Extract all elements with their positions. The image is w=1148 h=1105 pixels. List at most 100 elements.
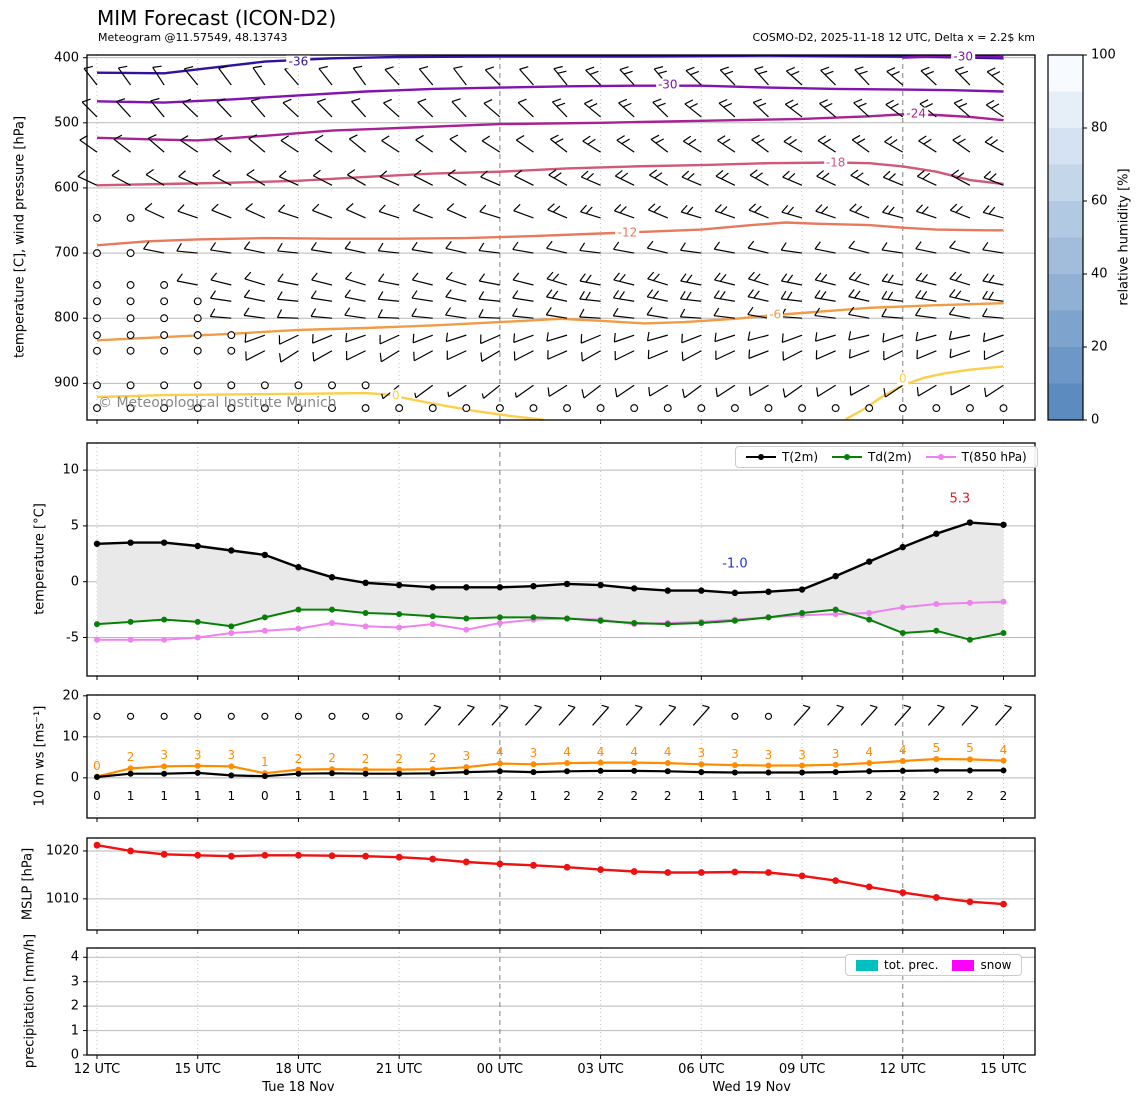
calm-wind-circle <box>294 404 303 413</box>
calm-wind-circle <box>328 404 336 413</box>
calm-wind-circle <box>160 314 169 323</box>
mslp-series-mslp <box>93 841 1007 908</box>
calm-wind-circle <box>126 249 135 258</box>
calm-wind-circle <box>93 331 101 340</box>
calm-wind-circle <box>193 297 202 306</box>
wind-barb-row-850hPa <box>93 346 1004 363</box>
calm-wind-circle <box>328 381 336 390</box>
calm-wind-circle <box>193 404 202 413</box>
calm-wind-circle <box>831 404 840 413</box>
temperature-series-td-2m- <box>94 606 1007 643</box>
calm-wind-circle <box>227 381 236 390</box>
temperature-series-t-2m- <box>93 519 1007 597</box>
calm-wind-circle <box>93 213 101 222</box>
calm-direction-circle <box>227 712 235 720</box>
calm-wind-circle <box>126 213 135 222</box>
calm-wind-circle <box>395 404 404 413</box>
calm-wind-circle <box>563 404 571 413</box>
contour-line--12 <box>96 221 1004 247</box>
calm-wind-circle <box>730 404 739 413</box>
calm-wind-circle <box>160 404 169 413</box>
calm-wind-circle <box>160 381 169 390</box>
calm-wind-circle <box>227 404 236 413</box>
pressure_rh-panel-frame <box>86 54 1036 421</box>
contour-line--30 <box>902 55 1004 59</box>
calm-wind-circle <box>160 331 169 340</box>
calm-wind-circle <box>428 404 437 413</box>
calm-direction-circle <box>362 712 370 720</box>
calm-wind-circle <box>227 346 236 355</box>
calm-direction-circle <box>261 712 269 720</box>
calm-wind-circle <box>294 381 303 390</box>
contour-line--6 <box>96 302 1004 342</box>
calm-wind-circle <box>193 346 202 355</box>
wind-series-gust <box>94 755 1007 780</box>
wind-barb-row-491hPa <box>81 97 1004 118</box>
calm-wind-circle <box>361 404 370 413</box>
calm-wind-circle <box>260 381 269 390</box>
wind-barb-row-749hPa <box>93 271 1004 289</box>
calm-wind-circle <box>126 346 135 355</box>
mslp-panel-frame <box>86 837 1036 931</box>
calm-wind-circle <box>865 404 874 413</box>
wind-barb-row-826hPa <box>93 330 1004 345</box>
wind-direction-symbol-row <box>93 704 1012 726</box>
calm-direction-circle <box>160 712 168 720</box>
calm-direction-circle <box>194 712 202 720</box>
calm-wind-circle <box>663 404 672 413</box>
calm-wind-circle <box>764 404 773 413</box>
relative-humidity-colorbar <box>1047 54 1087 421</box>
wind-barb-row-646hPa <box>93 202 1004 222</box>
calm-wind-circle <box>495 404 504 413</box>
calm-wind-circle <box>160 281 169 289</box>
wind-panel <box>83 694 1036 822</box>
calm-wind-circle <box>965 404 974 413</box>
wind-barb-row-938hPa <box>93 404 1008 413</box>
calm-direction-circle <box>731 712 739 720</box>
wind-panel-frame <box>86 694 1036 819</box>
calm-wind-circle <box>529 404 538 413</box>
t-td-spread-fill <box>97 522 1004 640</box>
calm-direction-circle <box>764 712 773 720</box>
wind-barb-row-774hPa <box>93 289 1004 306</box>
calm-wind-circle <box>93 346 101 355</box>
calm-wind-circle <box>898 404 907 413</box>
calm-wind-circle <box>697 404 706 413</box>
contour-line--36 <box>96 54 1004 75</box>
calm-wind-circle <box>126 281 135 289</box>
calm-wind-circle <box>126 314 135 323</box>
calm-wind-circle <box>260 404 269 413</box>
calm-wind-circle <box>160 346 169 355</box>
calm-wind-circle <box>361 381 370 390</box>
calm-wind-circle <box>93 281 101 289</box>
wind-barb-row-545hPa <box>79 134 1004 153</box>
calm-wind-circle <box>462 404 471 413</box>
calm-direction-circle <box>127 712 135 720</box>
contour-line--30 <box>96 84 1004 104</box>
calm-wind-circle <box>93 314 101 323</box>
calm-wind-circle <box>798 404 807 413</box>
calm-wind-circle <box>193 381 202 390</box>
calm-wind-circle <box>126 404 135 413</box>
temperature-panel <box>83 442 1036 680</box>
contour-line-0 <box>96 391 544 421</box>
calm-wind-circle <box>630 404 639 413</box>
calm-wind-circle <box>193 331 202 340</box>
calm-wind-circle <box>126 331 135 340</box>
temperature-series-t-850-hpa- <box>94 598 1007 643</box>
contour-line--18 <box>96 161 1004 187</box>
calm-direction-circle <box>93 712 101 720</box>
calm-wind-circle <box>999 404 1008 413</box>
contour-line--24 <box>96 113 1004 142</box>
calm-wind-circle <box>93 249 101 258</box>
calm-wind-circle <box>227 331 236 340</box>
calm-wind-circle <box>193 314 202 323</box>
temperature-panel-frame <box>86 442 1036 677</box>
calm-direction-circle <box>328 712 336 720</box>
wind-barb-row-700hPa <box>93 240 1004 258</box>
wind-series-wind-speed <box>94 767 1007 780</box>
calm-wind-circle <box>93 381 101 390</box>
calm-wind-circle <box>160 297 169 306</box>
